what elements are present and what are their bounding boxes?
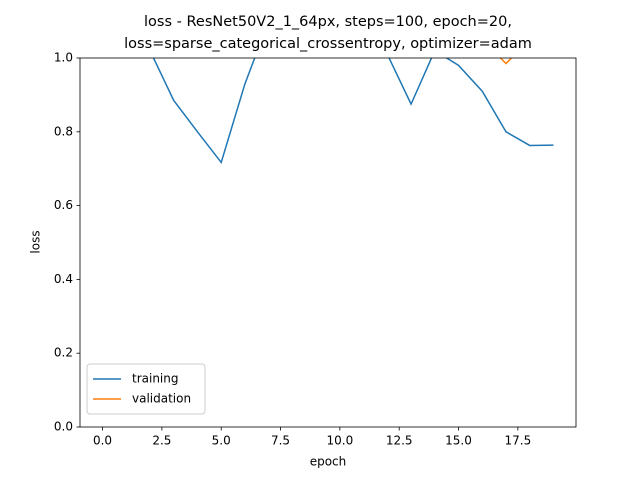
x-axis-label: epoch [310, 455, 347, 469]
plot-area [152, 58, 554, 165]
plot-frame [79, 57, 577, 428]
x-tick-label: 2.5 [152, 434, 171, 448]
x-tick-label: 12.5 [386, 434, 413, 448]
chart-title: loss - ResNet50V2_1_64px, steps=100, epo… [144, 14, 512, 30]
y-axis-label: loss [29, 230, 43, 253]
y-tick-label: 0.6 [54, 198, 73, 212]
x-tick-label: 0.0 [93, 434, 112, 448]
y-tick-label: 0.8 [54, 124, 73, 138]
line-series [152, 58, 554, 165]
x-tick-label: 15.0 [445, 434, 472, 448]
y-tick-label: 0.2 [54, 346, 73, 360]
legend-box [86, 363, 206, 415]
chart-title: loss=sparse_categorical_crossentropy, op… [124, 36, 532, 52]
legend-label: validation [132, 392, 191, 406]
x-tick-label: 10.0 [327, 434, 354, 448]
legend-label: training [132, 372, 179, 386]
y-tick-label: 1.0 [54, 51, 73, 65]
x-tick-label: 7.5 [271, 434, 290, 448]
x-tick-label: 5.0 [212, 434, 231, 448]
x-tick-label: 17.5 [504, 434, 531, 448]
y-tick-label: 0.0 [54, 420, 73, 434]
y-tick-label: 0.4 [54, 272, 73, 286]
